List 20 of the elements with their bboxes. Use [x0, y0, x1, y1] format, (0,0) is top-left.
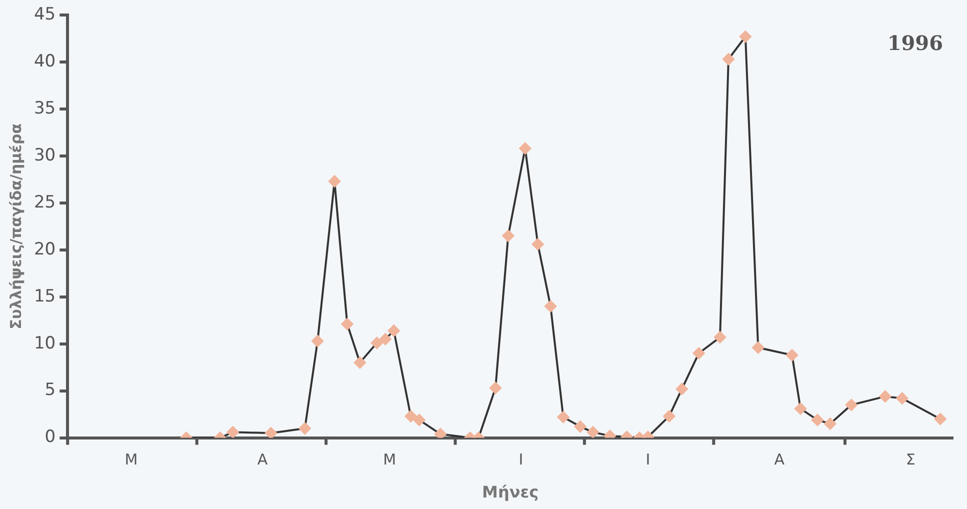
y-tick-label: 20 [34, 239, 56, 260]
y-tick-label: 40 [34, 51, 56, 72]
x-tick-label: Μ [383, 450, 396, 469]
x-tick-label: Ι [518, 450, 524, 469]
y-tick-label: 35 [34, 98, 56, 118]
x-tick-label: Α [774, 450, 786, 469]
x-axis-title: Μήνες [482, 482, 539, 502]
x-tick-label: Μ [124, 450, 138, 469]
y-tick-label: 15 [34, 286, 56, 306]
y-tick-label: 10 [34, 333, 56, 354]
y-tick-label: 25 [34, 192, 56, 212]
y-axis-title: Συλλήψεις/παγίδα/ημέρα [6, 123, 25, 330]
y-tick-label: 45 [34, 4, 56, 24]
x-tick-label: Α [257, 450, 268, 469]
x-tick-label: Ι [646, 450, 650, 469]
x-tick-label: Σ [906, 450, 916, 469]
annotation: 1996 [887, 31, 943, 56]
y-tick-label: 0 [44, 427, 56, 448]
y-tick-label: 5 [44, 380, 56, 400]
y-tick-label: 30 [34, 145, 56, 166]
